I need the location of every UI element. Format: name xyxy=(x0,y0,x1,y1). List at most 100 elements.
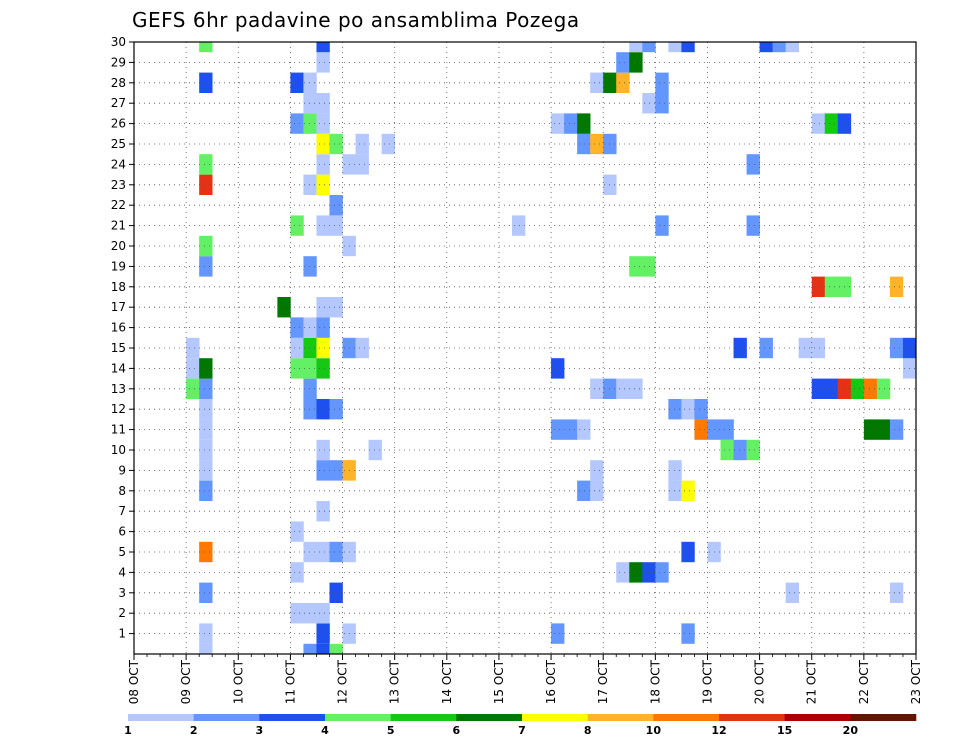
y-tick-label: 23 xyxy=(111,178,126,192)
heatmap-cell xyxy=(316,42,330,53)
y-tick-label: 25 xyxy=(111,137,126,151)
heatmap-cell xyxy=(551,419,565,440)
x-tick-label: 10 OCT xyxy=(231,659,245,704)
colorbar-segment xyxy=(850,714,917,721)
y-tick-label: 26 xyxy=(111,117,126,131)
colorbar-label: 2 xyxy=(190,724,198,737)
heatmap-cell xyxy=(329,215,343,236)
heatmap-cell xyxy=(329,133,343,155)
heatmap-cell xyxy=(316,174,330,195)
y-tick-label: 30 xyxy=(111,35,126,49)
y-tick-label: 15 xyxy=(111,341,126,355)
heatmap-cell xyxy=(577,133,591,155)
heatmap-cell xyxy=(303,337,317,359)
heatmap-cell xyxy=(590,378,604,399)
heatmap-cell xyxy=(772,42,786,53)
heatmap-cell xyxy=(590,480,604,501)
heatmap-cell xyxy=(355,337,369,359)
y-tick-label: 6 xyxy=(118,525,126,539)
y-tick-label: 20 xyxy=(111,239,126,253)
heatmap-cell xyxy=(564,419,578,440)
heatmap-cell xyxy=(785,582,799,603)
heatmap-cell xyxy=(199,154,213,175)
heatmap-cell xyxy=(316,52,330,73)
heatmap-cell xyxy=(303,317,317,338)
heatmap-cell xyxy=(655,562,669,583)
heatmap-cell xyxy=(199,72,213,93)
y-tick-label: 16 xyxy=(111,321,126,335)
heatmap-cell xyxy=(668,42,682,53)
heatmap-cell xyxy=(616,52,630,73)
y-tick-label: 27 xyxy=(111,96,126,110)
heatmap-cell xyxy=(577,419,591,440)
heatmap-cell xyxy=(811,113,826,134)
heatmap-cell xyxy=(720,439,734,461)
colorbar-label: 15 xyxy=(777,724,792,737)
heatmap-cell xyxy=(681,42,695,53)
y-tick-label: 2 xyxy=(118,606,126,620)
heatmap-cell xyxy=(681,623,695,644)
chart-title: GEFS 6hr padavine po ansamblima Pozega xyxy=(132,8,580,32)
heatmap-cell xyxy=(863,419,878,440)
y-tick-label: 10 xyxy=(111,443,126,457)
heatmap-cell xyxy=(303,643,317,654)
heatmap-cell xyxy=(329,399,343,420)
x-tick-label: 16 OCT xyxy=(544,659,558,704)
heatmap-cell xyxy=(590,460,604,481)
y-tick-label: 4 xyxy=(118,565,126,579)
heatmap-cell xyxy=(290,603,304,624)
heatmap-cell xyxy=(290,215,304,236)
heatmap-cell xyxy=(199,419,213,440)
y-tick-label: 3 xyxy=(118,586,126,600)
heatmap-cell xyxy=(889,582,904,603)
y-tick-label: 11 xyxy=(111,423,126,437)
heatmap-cell xyxy=(889,276,904,297)
x-tick-label: 22 OCT xyxy=(857,659,871,704)
heatmap-cell xyxy=(329,582,343,603)
heatmap-cell xyxy=(316,93,330,114)
heatmap-cell xyxy=(655,215,669,236)
heatmap-cell xyxy=(551,358,565,379)
heatmap-cell xyxy=(642,562,656,583)
heatmap-cell xyxy=(316,133,330,155)
heatmap-cell xyxy=(303,399,317,420)
heatmap-cell xyxy=(824,276,839,297)
heatmap-cell xyxy=(577,480,591,501)
heatmap-cell xyxy=(316,154,330,175)
colorbar-label: 5 xyxy=(387,724,395,737)
heatmap-cell xyxy=(303,174,317,195)
heatmap-cell xyxy=(798,337,813,359)
heatmap-cell xyxy=(681,541,695,563)
heatmap-cell xyxy=(668,460,682,481)
x-tick-label: 15 OCT xyxy=(492,659,506,704)
heatmap-cell xyxy=(629,256,643,277)
heatmap-cell xyxy=(199,460,213,481)
heatmap-cell xyxy=(889,337,904,359)
heatmap-cell xyxy=(199,399,213,420)
heatmap-cell xyxy=(290,521,304,542)
heatmap-cell xyxy=(199,174,213,195)
colorbar-segment xyxy=(456,714,523,721)
heatmap-cell xyxy=(811,276,826,297)
heatmap-cell xyxy=(303,603,317,624)
x-tick-label: 12 OCT xyxy=(336,659,350,704)
colorbar-segment xyxy=(522,714,588,721)
heatmap-cell xyxy=(655,72,669,93)
heatmap-cell xyxy=(199,235,213,257)
heatmap-cell xyxy=(316,541,330,563)
heatmap-cell xyxy=(355,133,369,155)
x-tick-label: 20 OCT xyxy=(753,659,767,704)
heatmap-cell xyxy=(199,42,213,53)
heatmap-cell xyxy=(590,133,604,155)
y-tick-label: 5 xyxy=(118,545,126,559)
heatmap-cell xyxy=(733,337,747,359)
heatmap-cell xyxy=(759,337,773,359)
y-tick-label: 19 xyxy=(111,259,126,273)
heatmap-cell xyxy=(316,297,330,318)
heatmap-cell xyxy=(629,52,643,73)
heatmap-cell xyxy=(199,256,213,277)
heatmap-cell xyxy=(733,439,747,461)
heatmap-cell xyxy=(551,623,565,644)
heatmap-cell xyxy=(316,358,330,379)
heatmap-cell xyxy=(668,399,682,420)
